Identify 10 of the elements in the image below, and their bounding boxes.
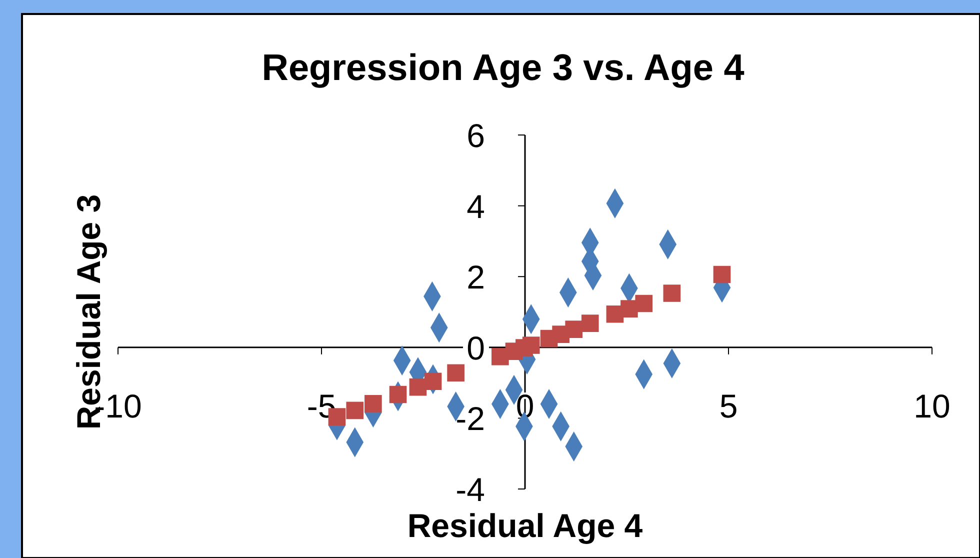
y-tick-label: -4: [456, 471, 485, 508]
x-axis-title: Residual Age 4: [407, 507, 644, 544]
x-tick-label: 10: [914, 387, 950, 424]
x-tick-label: 5: [719, 387, 738, 424]
y-tick-label: 2: [466, 258, 485, 296]
chart-title: Regression Age 3 vs. Age 4: [262, 47, 745, 88]
y-tick-label: 4: [466, 188, 485, 225]
y-tick-label: -2: [456, 400, 485, 438]
y-tick-label: 0: [466, 329, 485, 366]
y-tick-label: 6: [466, 117, 485, 154]
